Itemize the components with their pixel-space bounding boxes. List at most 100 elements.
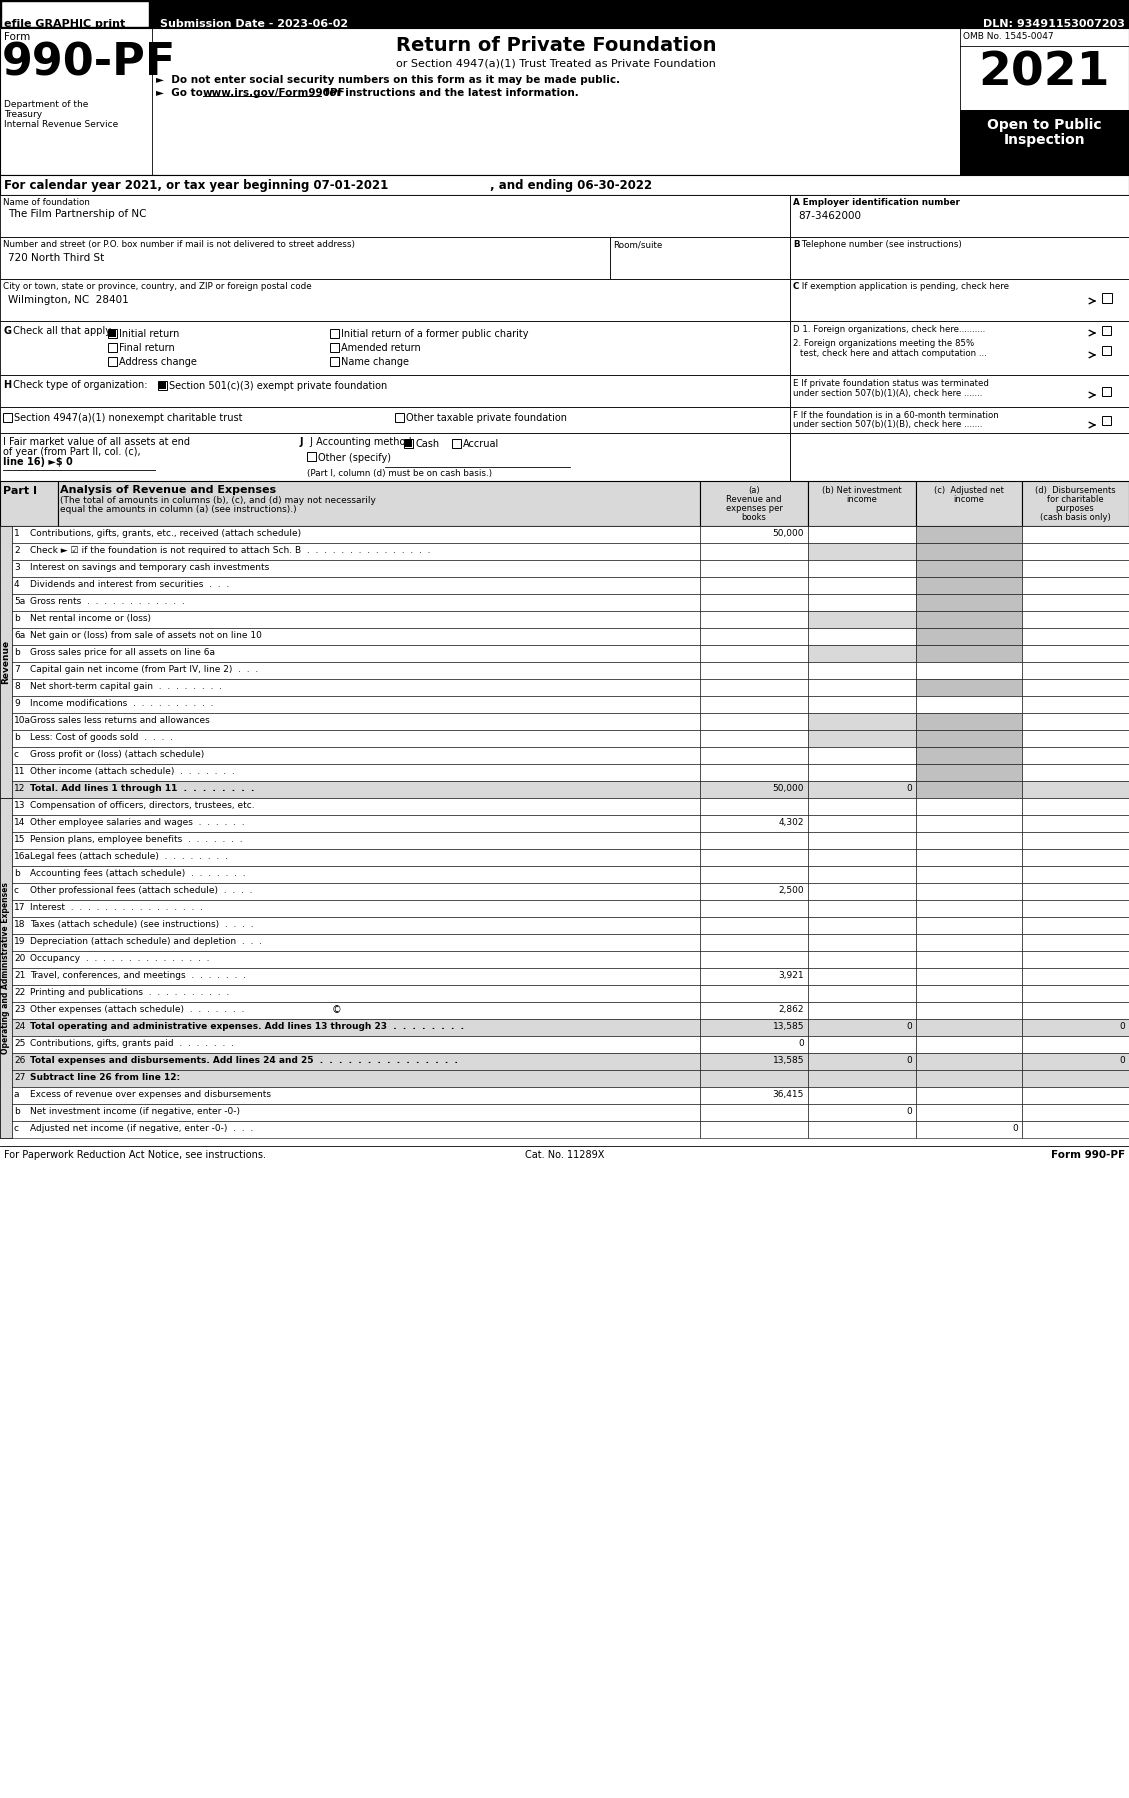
Bar [1022, 1104, 1129, 1120]
Bar [700, 645, 808, 662]
Bar [1022, 593, 1129, 611]
Text: 17: 17 [14, 903, 26, 912]
Bar [0, 593, 700, 611]
Bar [0, 433, 790, 482]
Bar [916, 593, 1022, 611]
Text: b: b [14, 647, 19, 656]
Text: 0: 0 [1119, 1021, 1124, 1030]
Bar [916, 951, 1022, 967]
Text: ©: © [332, 1005, 342, 1016]
Bar [0, 406, 790, 433]
Text: 25: 25 [14, 1039, 25, 1048]
Text: 9: 9 [14, 699, 19, 708]
Text: Total. Add lines 1 through 11  .  .  .  .  .  .  .  .: Total. Add lines 1 through 11 . . . . . … [30, 784, 254, 793]
Text: 2: 2 [14, 547, 19, 556]
Text: Less: Cost of goods sold  .  .  .  .: Less: Cost of goods sold . . . . [30, 734, 173, 743]
Bar [916, 1019, 1022, 1036]
Text: 0: 0 [798, 1039, 804, 1048]
Text: books: books [742, 512, 767, 521]
Text: Gross rents  .  .  .  .  .  .  .  .  .  .  .  .: Gross rents . . . . . . . . . . . . [30, 597, 185, 606]
Text: 19: 19 [14, 937, 26, 946]
Text: Gross sales less returns and allowances: Gross sales less returns and allowances [30, 716, 210, 725]
Bar [0, 814, 700, 832]
Text: OMB No. 1545-0047: OMB No. 1545-0047 [963, 32, 1053, 41]
Text: b: b [14, 613, 19, 622]
Bar [700, 593, 808, 611]
Bar [700, 1104, 808, 1120]
Text: Gross sales price for all assets on line 6a: Gross sales price for all assets on line… [30, 647, 215, 656]
Bar [790, 194, 1129, 237]
Bar [1022, 985, 1129, 1001]
Text: Other professional fees (attach schedule)  .  .  .  .: Other professional fees (attach schedule… [30, 886, 253, 895]
Bar [916, 985, 1022, 1001]
Text: Interest on savings and temporary cash investments: Interest on savings and temporary cash i… [30, 563, 269, 572]
Text: 15: 15 [14, 834, 26, 843]
Bar [808, 593, 916, 611]
Bar [110, 331, 116, 336]
Text: Travel, conferences, and meetings  .  .  .  .  .  .  .: Travel, conferences, and meetings . . . … [30, 971, 246, 980]
Bar [1022, 730, 1129, 746]
Bar [916, 814, 1022, 832]
Text: Part I: Part I [3, 485, 37, 496]
Text: 0: 0 [1013, 1124, 1018, 1133]
Bar [700, 746, 808, 764]
Text: 18: 18 [14, 921, 26, 930]
Text: Accounting fees (attach schedule)  .  .  .  .  .  .  .: Accounting fees (attach schedule) . . . … [30, 868, 246, 877]
Bar [808, 645, 916, 662]
Text: 6a: 6a [14, 631, 25, 640]
Bar [808, 764, 916, 780]
Text: 4,302: 4,302 [779, 818, 804, 827]
Text: J Accounting method:: J Accounting method: [307, 437, 414, 448]
Bar [960, 110, 1129, 174]
Text: 23: 23 [14, 1005, 25, 1014]
Bar [916, 714, 1022, 730]
Bar [0, 798, 12, 1138]
Text: (The total of amounts in columns (b), (c), and (d) may not necessarily: (The total of amounts in columns (b), (c… [60, 496, 376, 505]
Text: If exemption application is pending, check here: If exemption application is pending, che… [799, 282, 1009, 291]
Text: 0: 0 [907, 1021, 912, 1030]
Bar [916, 527, 1022, 543]
Bar [1022, 1054, 1129, 1070]
Bar [700, 849, 808, 867]
Bar [1022, 814, 1129, 832]
Text: (c)  Adjusted net: (c) Adjusted net [934, 485, 1004, 494]
Bar [808, 867, 916, 883]
Bar [916, 645, 1022, 662]
Bar [1022, 849, 1129, 867]
Bar [808, 1120, 916, 1138]
Text: A Employer identification number: A Employer identification number [793, 198, 960, 207]
Text: F If the foundation is in a 60-month termination: F If the foundation is in a 60-month ter… [793, 412, 999, 421]
Bar [916, 917, 1022, 933]
Text: Other income (attach schedule)  .  .  .  .  .  .  .: Other income (attach schedule) . . . . .… [30, 768, 235, 777]
Bar [790, 237, 1129, 279]
Text: 10a: 10a [14, 716, 30, 725]
Bar [700, 764, 808, 780]
Bar [0, 951, 700, 967]
Bar [0, 901, 700, 917]
Text: E If private foundation status was terminated: E If private foundation status was termi… [793, 379, 989, 388]
Bar [808, 933, 916, 951]
Bar [790, 433, 1129, 482]
Bar [790, 406, 1129, 433]
Text: c: c [14, 1124, 19, 1133]
Bar [808, 901, 916, 917]
Bar [610, 237, 790, 279]
Text: 16a: 16a [14, 852, 30, 861]
Bar [916, 730, 1022, 746]
Text: 13,585: 13,585 [772, 1055, 804, 1064]
Bar [0, 680, 700, 696]
Text: Check ► ☑ if the foundation is not required to attach Sch. B  .  .  .  .  .  .  : Check ► ☑ if the foundation is not requi… [30, 547, 430, 556]
Bar [0, 780, 700, 798]
Bar [1102, 345, 1111, 354]
Bar [1022, 1120, 1129, 1138]
Text: 1: 1 [14, 529, 19, 538]
Text: income: income [847, 494, 877, 503]
Text: 20: 20 [14, 955, 25, 964]
Text: 2021: 2021 [979, 50, 1110, 95]
Bar [790, 279, 1129, 322]
Text: Treasury: Treasury [5, 110, 42, 119]
Bar [1022, 645, 1129, 662]
Bar [0, 1036, 700, 1054]
Bar [700, 730, 808, 746]
Bar [700, 780, 808, 798]
